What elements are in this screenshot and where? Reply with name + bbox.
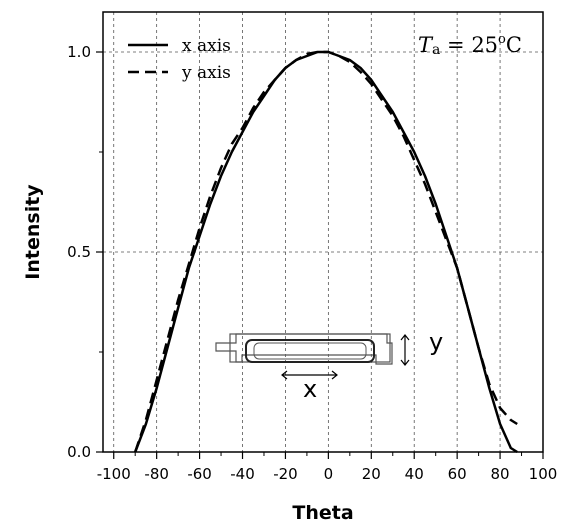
temperature-annotation: Ta = 25oC — [418, 32, 522, 58]
series-lines — [134, 50, 518, 454]
x-axis-title: Theta — [292, 502, 353, 524]
ann-t: T — [418, 33, 434, 57]
legend-label-y-axis: y axis — [181, 63, 231, 83]
x-tick-label: -80 — [144, 465, 169, 483]
legend: x axis y axis — [128, 36, 231, 83]
x-tick-label: 100 — [529, 465, 558, 483]
x-tick-label: -100 — [97, 465, 131, 483]
x-tick-label: 40 — [405, 465, 424, 483]
inset-x-arrowhead-left — [281, 370, 288, 380]
y-tick-label: 0.5 — [67, 243, 91, 261]
x-tick-label: -40 — [230, 465, 255, 483]
y-tick-label: 1.0 — [67, 43, 91, 61]
ann-unit: C — [506, 33, 522, 57]
inset-chip-body — [245, 339, 375, 363]
tick-labels: -100 -80 -60 -40 -20 0 20 40 60 80 100 0.0 0.5 1.0 — [67, 43, 557, 483]
x-tick-label: 0 — [324, 465, 334, 483]
plot-frame — [102, 11, 544, 453]
y-tick-label: 0.0 — [67, 443, 91, 461]
ann-sub: a — [432, 42, 440, 58]
x-tick-label: 60 — [448, 465, 467, 483]
ann-eq: = 25 — [440, 33, 498, 57]
inset-label-x: x — [303, 375, 317, 403]
grid-lines — [103, 12, 544, 453]
legend-label-x-axis: x axis — [182, 36, 231, 56]
series-line-y-axis — [134, 50, 518, 453]
inset-chip-inner — [253, 342, 367, 360]
x-tick-label: -20 — [273, 465, 298, 483]
x-tick-label: 20 — [362, 465, 381, 483]
inset-x-arrowhead-right — [331, 370, 338, 380]
ann-deg: o — [498, 32, 506, 47]
inset-y-arrowhead-bottom — [400, 359, 410, 366]
x-tick-label: -60 — [187, 465, 212, 483]
inset-label-y: y — [429, 328, 443, 356]
axis-ticks — [96, 51, 544, 459]
inset-diagram: x y — [215, 328, 443, 403]
y-axis-title: Intensity — [22, 184, 44, 280]
x-tick-label: 80 — [491, 465, 510, 483]
inset-y-arrowhead-top — [400, 334, 410, 341]
